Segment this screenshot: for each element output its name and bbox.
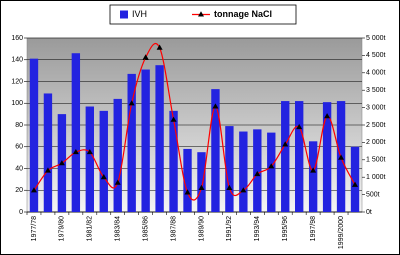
legend-swatch bbox=[120, 10, 128, 19]
bar bbox=[141, 69, 150, 212]
marker bbox=[226, 184, 233, 190]
bar bbox=[253, 129, 262, 212]
y2-tick-label: 2 000t bbox=[366, 139, 386, 146]
x-tick-label: 1993/94 bbox=[254, 216, 261, 241]
marker bbox=[114, 179, 121, 185]
marker bbox=[170, 116, 177, 122]
y2-tick-label: 4 500t bbox=[366, 52, 386, 59]
bar bbox=[183, 148, 192, 212]
marker bbox=[30, 187, 37, 193]
bar bbox=[85, 106, 94, 212]
bar bbox=[169, 110, 178, 212]
y2-tick-label: 5 000t bbox=[366, 35, 386, 42]
x-tick-label: 1999/2000 bbox=[338, 216, 345, 249]
y2-tick-label: 1 000t bbox=[366, 174, 386, 181]
y2-tick-label: 1 500t bbox=[366, 157, 386, 164]
marker bbox=[212, 103, 219, 109]
marker bbox=[240, 187, 247, 193]
marker bbox=[100, 174, 107, 180]
y2-tick-label: 0t bbox=[366, 209, 372, 216]
legend-marker bbox=[198, 11, 204, 17]
marker bbox=[352, 181, 359, 187]
x-tick-label: 1987/88 bbox=[170, 216, 177, 241]
marker bbox=[198, 184, 205, 190]
x-tick-label: 1979/80 bbox=[59, 216, 66, 241]
bar bbox=[308, 141, 318, 212]
x-tick-label: 1991/92 bbox=[226, 216, 233, 241]
y2-tick-label: 4 000t bbox=[366, 70, 386, 77]
bar bbox=[71, 53, 81, 212]
x-tick-label: 1983/84 bbox=[115, 216, 122, 241]
x-tick-label: 1995/96 bbox=[282, 216, 289, 241]
marker bbox=[282, 141, 289, 147]
bar bbox=[239, 131, 248, 212]
bar bbox=[197, 152, 206, 212]
bar bbox=[211, 89, 220, 212]
legend-label: IVH bbox=[132, 9, 147, 19]
bar bbox=[225, 126, 234, 212]
bar bbox=[127, 73, 136, 212]
marker bbox=[44, 167, 51, 173]
y2-tick-label: 3 000t bbox=[366, 104, 386, 111]
y-tick-label: 160 bbox=[11, 35, 23, 42]
bar bbox=[281, 101, 290, 212]
bar bbox=[29, 58, 39, 212]
x-tick-label: 1977/78 bbox=[31, 216, 38, 241]
marker bbox=[310, 167, 317, 173]
bar bbox=[267, 132, 276, 212]
y-tick-label: 100 bbox=[11, 100, 23, 107]
x-tick-label: 1981/82 bbox=[87, 216, 94, 241]
marker bbox=[58, 160, 65, 166]
y-tick-label: 20 bbox=[15, 187, 23, 194]
bar bbox=[113, 98, 122, 212]
marker bbox=[156, 44, 163, 50]
marker bbox=[184, 189, 191, 195]
marker bbox=[254, 170, 261, 177]
bar bbox=[155, 65, 164, 212]
legend-label: tonnage NaCl bbox=[214, 9, 272, 19]
y-tick-label: 80 bbox=[15, 122, 23, 129]
marker bbox=[296, 123, 303, 130]
marker bbox=[142, 54, 149, 60]
bar bbox=[99, 110, 108, 212]
y-tick-label: 60 bbox=[15, 144, 23, 151]
x-tick-label: 1985/86 bbox=[142, 216, 149, 241]
bar bbox=[350, 146, 360, 212]
x-tick-label: 1989/90 bbox=[198, 216, 205, 241]
marker bbox=[128, 100, 135, 106]
y-tick-label: 140 bbox=[11, 57, 23, 64]
y-tick-label: 40 bbox=[15, 165, 23, 172]
y2-tick-label: 2 500t bbox=[366, 122, 386, 129]
y-tick-label: 120 bbox=[11, 78, 23, 85]
marker bbox=[72, 148, 79, 155]
bar bbox=[43, 93, 53, 212]
y2-tick-label: 500t bbox=[366, 191, 380, 198]
y-tick-label: 0 bbox=[19, 209, 23, 216]
marker bbox=[86, 148, 93, 155]
x-tick-label: 1997/98 bbox=[310, 216, 317, 241]
bar bbox=[295, 101, 304, 212]
bar bbox=[322, 102, 332, 212]
marker bbox=[268, 163, 275, 169]
y2-tick-label: 3 500t bbox=[366, 87, 386, 94]
marker bbox=[338, 154, 345, 160]
marker bbox=[324, 113, 331, 119]
